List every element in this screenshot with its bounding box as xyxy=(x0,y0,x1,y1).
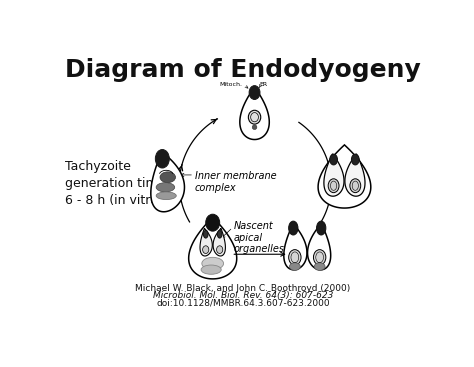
Text: Nascent
apical
organelles: Nascent apical organelles xyxy=(234,221,284,254)
Ellipse shape xyxy=(202,246,209,254)
Text: ER: ER xyxy=(259,81,267,87)
Text: Diagram of Endodyogeny: Diagram of Endodyogeny xyxy=(65,58,421,82)
Ellipse shape xyxy=(314,263,325,270)
Polygon shape xyxy=(200,228,212,256)
Ellipse shape xyxy=(201,265,221,274)
Text: Tachyzoite
generation time
6 - 8 h (in vitro): Tachyzoite generation time 6 - 8 h (in v… xyxy=(65,160,166,207)
Polygon shape xyxy=(345,154,365,196)
Polygon shape xyxy=(318,145,371,208)
Ellipse shape xyxy=(289,221,298,235)
Polygon shape xyxy=(189,217,237,279)
Polygon shape xyxy=(151,152,184,212)
Text: doi:10.1128/MMBR.64.3.607-623.2000: doi:10.1128/MMBR.64.3.607-623.2000 xyxy=(156,298,330,307)
Ellipse shape xyxy=(289,250,301,265)
Ellipse shape xyxy=(156,183,175,192)
Polygon shape xyxy=(308,224,331,270)
Ellipse shape xyxy=(249,86,260,99)
Ellipse shape xyxy=(248,110,261,124)
Ellipse shape xyxy=(156,192,176,200)
Ellipse shape xyxy=(217,246,223,254)
Polygon shape xyxy=(324,154,344,196)
Polygon shape xyxy=(240,87,269,139)
Ellipse shape xyxy=(202,257,224,270)
Ellipse shape xyxy=(290,263,300,270)
Ellipse shape xyxy=(203,230,208,238)
Ellipse shape xyxy=(317,221,326,235)
Ellipse shape xyxy=(252,125,257,130)
Polygon shape xyxy=(213,228,226,256)
Ellipse shape xyxy=(313,250,326,265)
Ellipse shape xyxy=(218,230,222,238)
Text: Microbiol. Mol. Biol. Rev. 64(3): 607-623: Microbiol. Mol. Biol. Rev. 64(3): 607-62… xyxy=(153,291,333,300)
Ellipse shape xyxy=(328,179,339,193)
Ellipse shape xyxy=(160,172,175,183)
Text: Mitoch.: Mitoch. xyxy=(219,81,242,87)
Ellipse shape xyxy=(351,154,359,165)
Polygon shape xyxy=(284,224,307,270)
Ellipse shape xyxy=(206,214,219,231)
Ellipse shape xyxy=(330,154,337,165)
Ellipse shape xyxy=(155,149,169,168)
Text: Michael W. Black, and John C. Boothroyd (2000): Michael W. Black, and John C. Boothroyd … xyxy=(135,284,351,293)
Text: Inner membrane
complex: Inner membrane complex xyxy=(195,171,276,193)
Ellipse shape xyxy=(350,179,361,193)
